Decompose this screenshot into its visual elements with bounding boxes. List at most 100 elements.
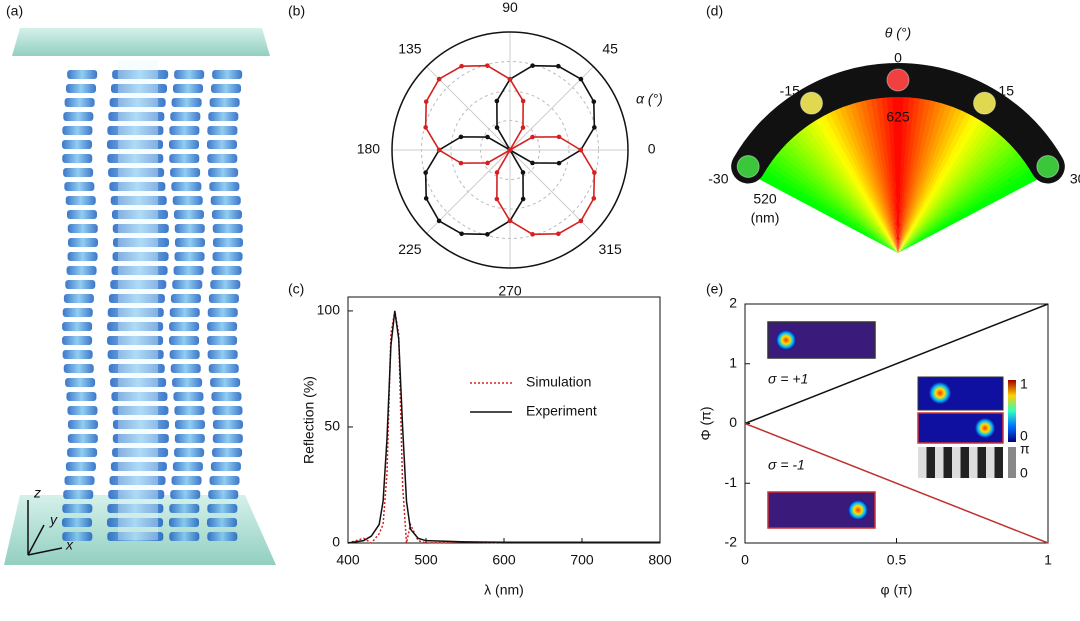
- spectrum-wedge: [768, 154, 898, 253]
- helix-layer: [207, 154, 238, 163]
- helix-layer: [65, 196, 96, 205]
- helix-layer: [67, 434, 98, 443]
- polar-point: [556, 160, 562, 166]
- helix-layer: [208, 168, 239, 177]
- y-tick-label: 0: [332, 534, 340, 550]
- x-tick-label: 0.5: [887, 552, 907, 568]
- spectrum-wedge: [898, 102, 959, 254]
- helix-layer: [107, 322, 164, 331]
- phase-stripe: [952, 447, 961, 478]
- helix-layer: [170, 168, 201, 177]
- helix-layer: [173, 210, 204, 219]
- helix-layer: [208, 294, 239, 303]
- helix-layer: [212, 238, 243, 247]
- helix-layer: [107, 308, 164, 317]
- data-line: [744, 303, 1049, 425]
- helix-layer: [111, 84, 168, 93]
- helix-layer: [63, 112, 94, 121]
- y-tick-label: -2: [725, 534, 738, 550]
- spectrum-wedge: [818, 111, 898, 253]
- angle-tick-label: 90: [502, 0, 518, 15]
- helix-layer: [207, 532, 238, 541]
- helix-layer: [207, 350, 238, 359]
- polar-point: [507, 218, 513, 224]
- helix-layer: [107, 126, 164, 135]
- phase-stripe: [977, 447, 986, 478]
- helix-layer: [207, 126, 238, 135]
- helix-layer: [170, 112, 201, 121]
- helix-layer: [210, 378, 241, 387]
- spectrum-wedge: [875, 93, 898, 253]
- spectrum-wedge: [886, 93, 898, 253]
- polar-point: [591, 99, 597, 104]
- inset-spot: [776, 330, 796, 350]
- helix-layer: [211, 210, 242, 219]
- helix-layer: [171, 476, 202, 485]
- spectrum-wedge: [898, 104, 964, 254]
- helix-layer: [107, 336, 164, 345]
- spectrum-wedge: [782, 137, 898, 253]
- phase-stripe: [986, 447, 995, 478]
- polar-point: [485, 134, 490, 140]
- helix-layer: [67, 420, 98, 429]
- spectrum-wedge: [864, 95, 898, 253]
- phase-stripe: [926, 447, 935, 478]
- spectrum-wedge: [898, 130, 1006, 253]
- helix-layer: [66, 392, 97, 401]
- helix-layer: [111, 266, 168, 275]
- spectrum-wedge: [775, 145, 898, 253]
- spectrum-wedge: [898, 117, 988, 253]
- polar-frame: [391, 31, 629, 269]
- polar-point: [494, 196, 500, 202]
- spectrum-wedge: [759, 167, 898, 253]
- helix-layer: [172, 280, 203, 289]
- helix-layer: [67, 224, 98, 233]
- axis-name: x: [65, 537, 74, 553]
- helix-layer: [172, 378, 203, 387]
- spectrum-wedge: [898, 154, 1028, 253]
- spectrum-wedge: [843, 100, 898, 253]
- x-tick-label: 0: [741, 552, 749, 568]
- phase-bar: [1008, 447, 1016, 478]
- y-axis-label: Φ (π): [698, 406, 714, 440]
- spectrum-wedge: [771, 149, 898, 253]
- column-glow: [118, 60, 158, 540]
- helix-layer: [170, 364, 201, 373]
- helix-layer: [62, 336, 93, 345]
- spectrum-wedge: [795, 126, 898, 253]
- angle-label: -15: [780, 83, 800, 99]
- angle-label: 30: [1070, 170, 1080, 186]
- angle-marker: [800, 91, 823, 115]
- spectrum-wedge: [898, 126, 1002, 253]
- panel-label: (a): [6, 3, 23, 19]
- polar-point: [485, 160, 490, 166]
- helix-layer: [207, 504, 238, 513]
- spectrum-wedge: [853, 97, 898, 253]
- helix-layer: [112, 238, 169, 247]
- helix-layer: [107, 504, 164, 513]
- y-axis-label: Reflection (%): [301, 376, 317, 464]
- panel-label: (c): [288, 281, 304, 297]
- spectrum-wedge: [838, 102, 898, 253]
- top-plate: [12, 28, 270, 56]
- helix-layer: [110, 462, 167, 471]
- polar-point: [458, 134, 464, 140]
- helix-layer: [211, 84, 242, 93]
- phase-stripe: [943, 447, 952, 478]
- spectrum-wedge: [756, 172, 898, 253]
- helix-layer: [62, 308, 93, 317]
- y-tick-label: 1: [729, 354, 737, 370]
- x-tick-label: 400: [336, 552, 360, 568]
- helix-layer: [110, 196, 167, 205]
- phase-stripe: [960, 447, 969, 478]
- spectrum-wedge: [898, 150, 1025, 253]
- polar-point: [423, 125, 428, 130]
- polar-point: [507, 76, 513, 82]
- colorbar-tick: 0: [1020, 428, 1028, 444]
- helix-layer: [63, 168, 94, 177]
- spectrum-wedge: [898, 123, 997, 253]
- spectrum-wedge: [898, 111, 979, 253]
- polar-point: [556, 231, 561, 237]
- wavelength-label: 625: [886, 109, 910, 125]
- helix-layer: [172, 462, 203, 471]
